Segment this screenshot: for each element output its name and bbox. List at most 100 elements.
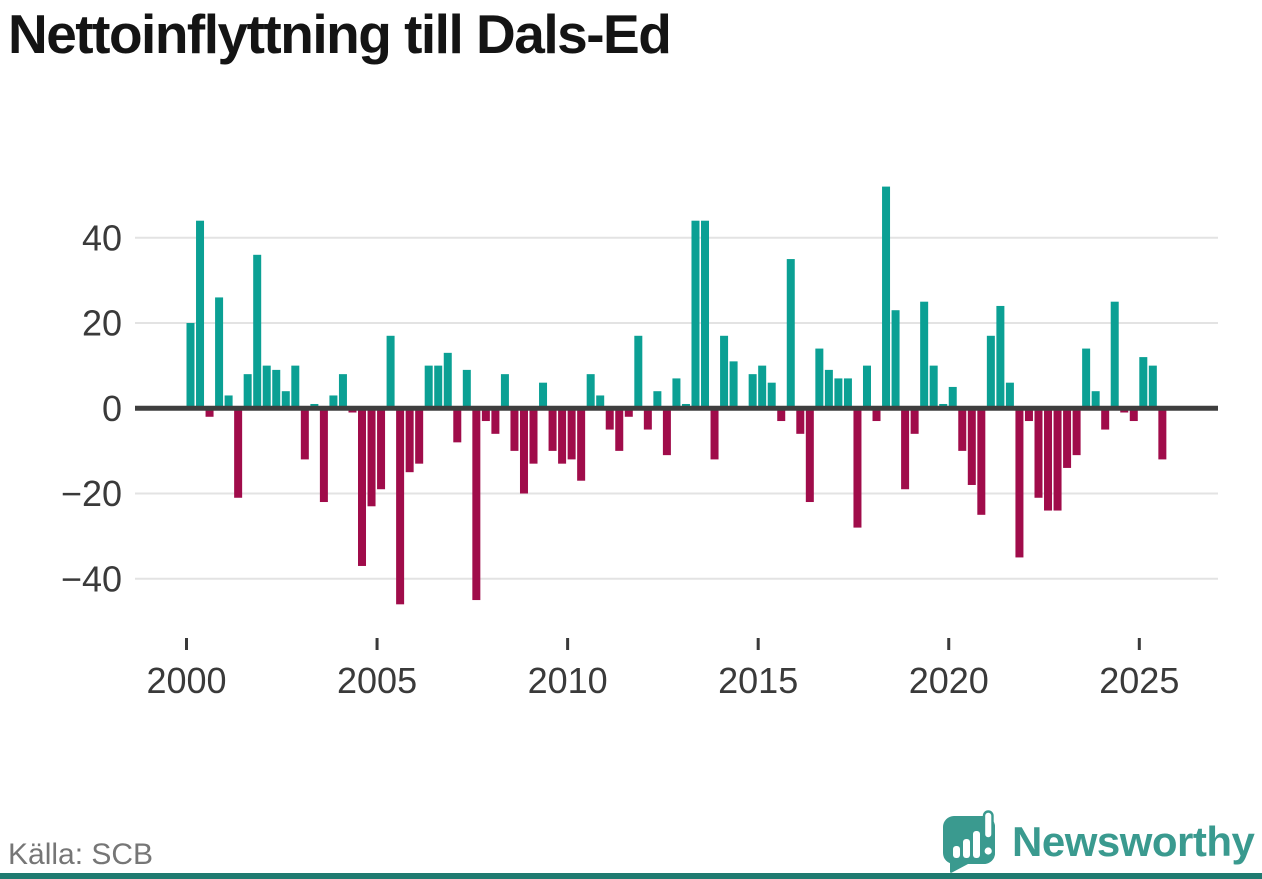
bar-2008Q2 <box>500 374 509 409</box>
bar-2014Q2 <box>729 361 738 409</box>
bar-2000Q1 <box>186 323 195 409</box>
newsworthy-logo: Newsworthy <box>941 810 1255 874</box>
y-tick-label-40: 40 <box>82 217 122 258</box>
bar-2017Q2 <box>843 378 852 409</box>
bar-2024Q2 <box>1110 301 1119 409</box>
bar-2016Q2 <box>805 408 814 503</box>
bar-2012Q1 <box>643 408 652 430</box>
bar-2004Q4 <box>367 408 376 507</box>
x-tick-label-2000: 2000 <box>146 660 226 701</box>
newsworthy-logo-icon <box>943 810 995 873</box>
bar-2006Q4 <box>443 352 452 409</box>
x-tick-label-2025: 2025 <box>1099 660 1179 701</box>
bar-2001Q1 <box>224 395 233 409</box>
bar-2007Q2 <box>462 369 471 409</box>
bar-2009Q4 <box>558 408 567 464</box>
bar-2012Q4 <box>672 378 681 409</box>
bar-2018Q3 <box>891 310 900 409</box>
zero-axis-line <box>135 405 1218 411</box>
bar-2002Q3 <box>281 391 290 409</box>
bar-2018Q4 <box>901 408 910 490</box>
chart-canvas: 40 20 0 −20 −40 2000 2005 2010 2015 2020 2025 <box>61 186 1218 701</box>
bar-2023Q2 <box>1072 408 1081 456</box>
chart-title: Nettoinflyttning till Dals-Ed <box>8 3 672 65</box>
bar-2010Q1 <box>567 408 576 460</box>
bar-2000Q4 <box>215 297 224 409</box>
bar-2006Q1 <box>415 408 424 464</box>
bar-2008Q4 <box>519 408 528 494</box>
bar-2017Q4 <box>862 365 871 409</box>
bar-2021Q4 <box>1015 408 1024 558</box>
bar-2007Q1 <box>453 408 462 443</box>
bar-2017Q3 <box>853 408 862 528</box>
bar-2014Q1 <box>720 335 729 409</box>
bar-2008Q3 <box>510 408 519 451</box>
y-tick-label-20: 20 <box>82 303 122 344</box>
bar-2020Q4 <box>977 408 986 515</box>
bar-2020Q1 <box>948 386 957 409</box>
bar-2005Q4 <box>405 408 414 473</box>
bar-2018Q2 <box>882 186 891 409</box>
y-tick-label--40: −40 <box>61 558 122 599</box>
bar-2012Q3 <box>662 408 671 456</box>
bar-2013Q3 <box>701 220 710 409</box>
bar-2018Q1 <box>872 408 881 422</box>
bar-2023Q4 <box>1091 391 1100 409</box>
x-tick-label-2010: 2010 <box>528 660 608 701</box>
bar-2002Q1 <box>262 365 271 409</box>
bar-2004Q1 <box>338 374 347 409</box>
bar-2022Q2 <box>1034 408 1043 498</box>
bar-2001Q2 <box>234 408 243 498</box>
bar-2021Q2 <box>996 305 1005 409</box>
x-tick-label-2015: 2015 <box>718 660 798 701</box>
bar-2003Q3 <box>319 408 328 503</box>
bar-2004Q3 <box>358 408 367 566</box>
bar-2017Q1 <box>834 378 843 409</box>
bar-2022Q4 <box>1053 408 1062 511</box>
bar-2007Q3 <box>472 408 481 601</box>
bar-2000Q3 <box>205 408 214 417</box>
bar-2025Q2 <box>1148 365 1157 409</box>
bar-2007Q4 <box>481 408 490 422</box>
bar-2010Q3 <box>586 374 595 409</box>
bar-2002Q4 <box>291 365 300 409</box>
bar-2021Q3 <box>1005 382 1014 409</box>
y-tick-label--20: −20 <box>61 473 122 514</box>
bar-2009Q1 <box>529 408 538 464</box>
bar-2016Q1 <box>796 408 805 434</box>
bar-2003Q4 <box>329 395 338 409</box>
net-migration-bar-chart: 40 20 0 −20 −40 2000 2005 2010 2015 2020 2025 <box>0 160 1262 710</box>
x-tick-label-2005: 2005 <box>337 660 417 701</box>
bar-2008Q1 <box>491 408 500 434</box>
bottom-accent-strip <box>0 873 1262 879</box>
bar-2024Q4 <box>1129 408 1138 422</box>
bar-2016Q3 <box>815 348 824 409</box>
bar-2022Q3 <box>1044 408 1053 511</box>
bar-2005Q1 <box>377 408 386 490</box>
bar-2006Q2 <box>424 365 433 409</box>
bar-2000Q2 <box>196 220 205 409</box>
bar-2015Q1 <box>758 365 767 409</box>
bar-2005Q2 <box>386 335 395 409</box>
bar-2002Q2 <box>272 369 281 409</box>
bar-2019Q3 <box>929 365 938 409</box>
bar-2015Q3 <box>777 408 786 422</box>
bar-2013Q2 <box>691 220 700 409</box>
newsworthy-logo-text: Newsworthy <box>1012 818 1255 865</box>
bar-2020Q3 <box>967 408 976 485</box>
bar-2012Q2 <box>653 391 662 409</box>
bar-2023Q1 <box>1063 408 1072 468</box>
bar-2025Q3 <box>1158 408 1167 460</box>
y-tick-label-0: 0 <box>102 388 122 429</box>
bar-2010Q2 <box>577 408 586 481</box>
bar-2025Q1 <box>1139 357 1148 409</box>
source-label: Källa: SCB <box>8 838 154 871</box>
bar-2024Q1 <box>1101 408 1110 430</box>
bar-2016Q4 <box>824 369 833 409</box>
x-tick-label-2020: 2020 <box>909 660 989 701</box>
bar-2019Q2 <box>920 301 929 409</box>
bar-2023Q3 <box>1082 348 1091 409</box>
bar-2011Q2 <box>615 408 624 451</box>
bar-2011Q3 <box>624 408 633 417</box>
bar-2020Q2 <box>958 408 967 451</box>
